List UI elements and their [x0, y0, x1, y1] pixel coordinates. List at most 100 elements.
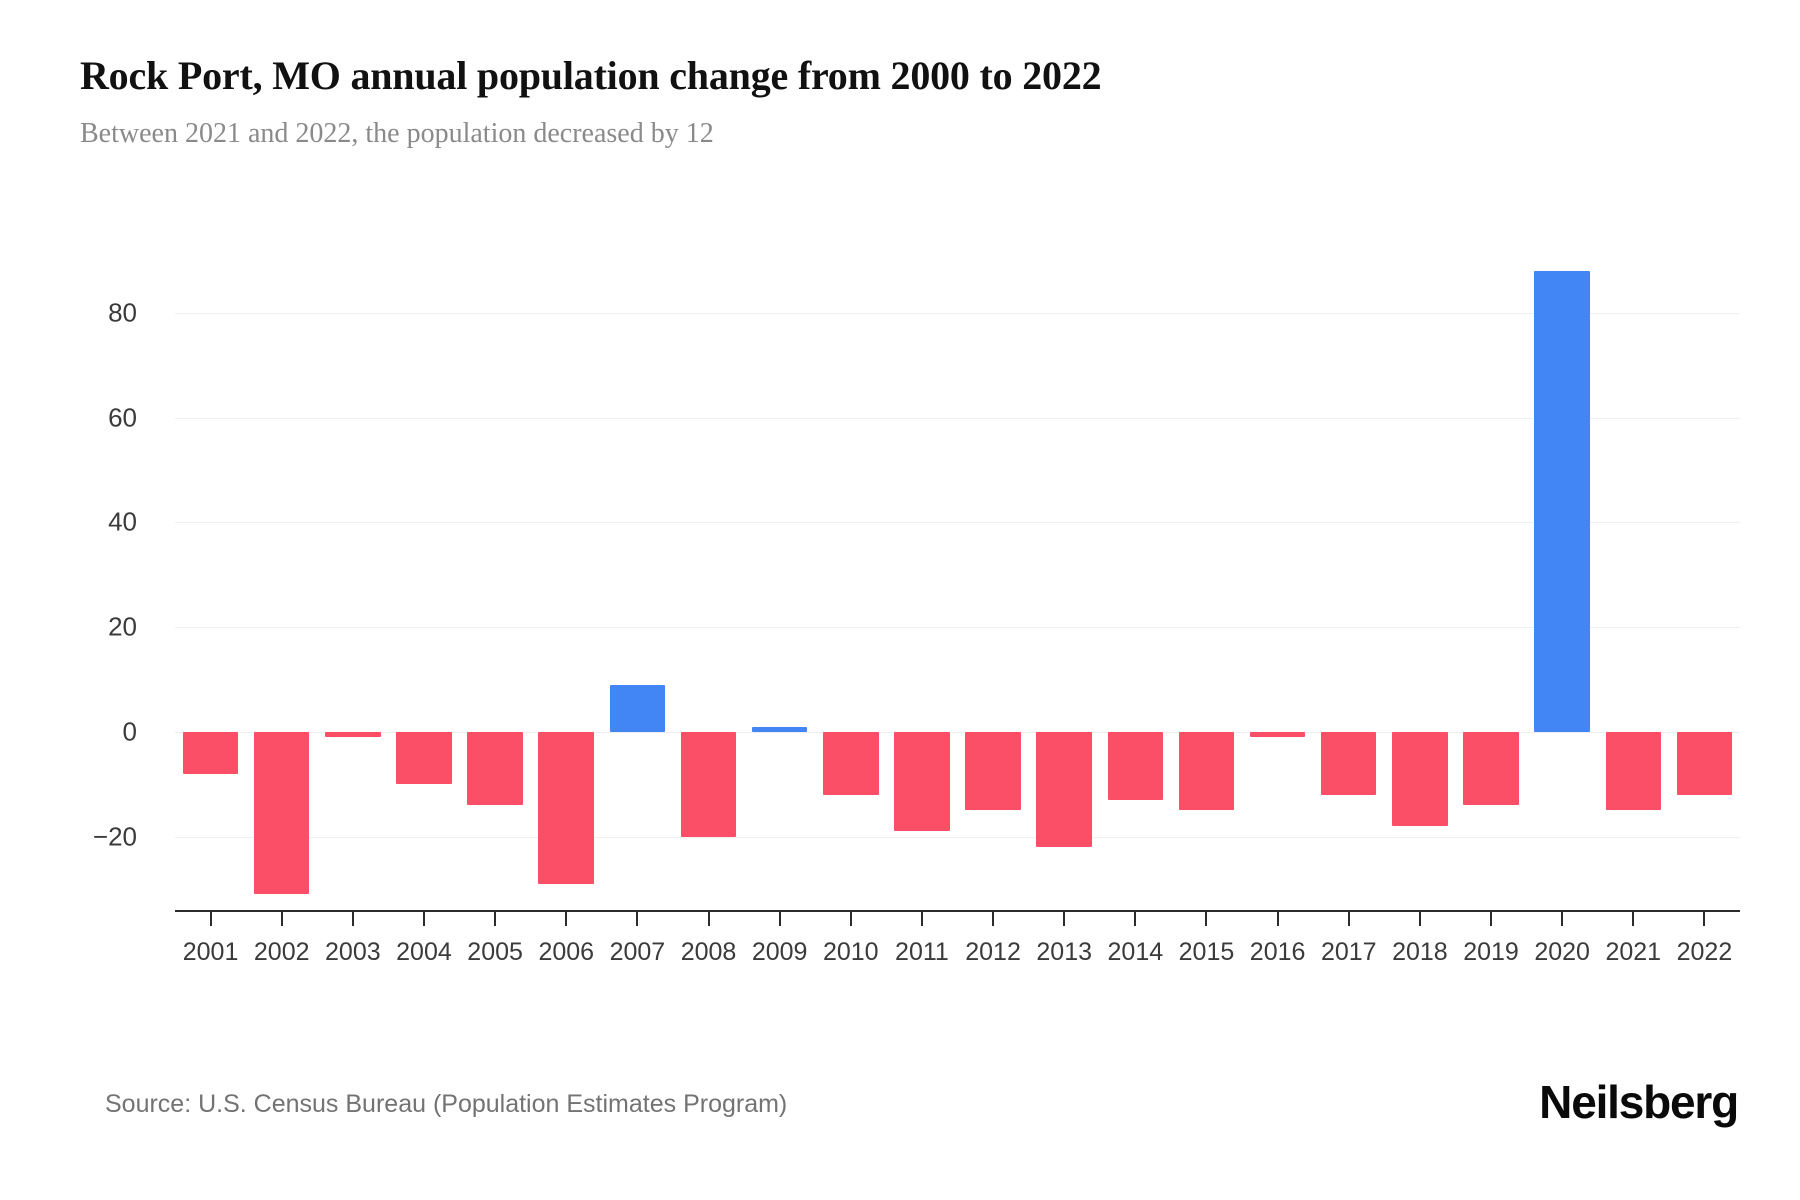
bar[interactable] — [1107, 731, 1164, 800]
bar[interactable] — [823, 731, 879, 795]
bar-slot — [246, 250, 317, 910]
x-axis-tick-label: 2002 — [253, 938, 310, 966]
bar[interactable] — [1534, 270, 1590, 732]
bar[interactable] — [538, 731, 594, 884]
bar-slot — [460, 250, 531, 910]
bar[interactable] — [182, 731, 239, 774]
bar[interactable] — [680, 731, 737, 837]
bar-slot — [1669, 250, 1740, 910]
y-axis-tick-label: 80 — [108, 297, 137, 328]
plot-area — [175, 250, 1740, 910]
x-axis-tick — [1134, 912, 1137, 926]
x-axis-tick — [1347, 912, 1350, 926]
bar[interactable] — [1249, 731, 1306, 738]
bar-slot — [958, 250, 1029, 910]
gridline — [175, 417, 1740, 419]
bar[interactable] — [1178, 731, 1235, 811]
source-note: Source: U.S. Census Bureau (Population E… — [105, 1090, 788, 1118]
x-axis-tick — [849, 912, 852, 926]
bar-slot — [1171, 250, 1242, 910]
bar-slot — [815, 250, 886, 910]
bar[interactable] — [325, 731, 381, 738]
bar[interactable] — [1605, 731, 1661, 811]
bar[interactable] — [1320, 731, 1377, 795]
x-axis-tick-label: 2005 — [467, 938, 523, 966]
x-axis-tick-label: 2012 — [965, 938, 1021, 966]
gridline — [175, 731, 1740, 733]
y-axis-tick-label: 0 — [122, 716, 137, 747]
x-axis-tick — [920, 912, 923, 926]
bar[interactable] — [1676, 731, 1733, 795]
x-axis-tick — [1490, 912, 1493, 926]
x-axis-tick — [1063, 912, 1066, 926]
bar-slot — [1029, 250, 1100, 910]
x-axis-tick-label: 2016 — [1249, 938, 1306, 966]
x-axis-tick-label: 2006 — [538, 938, 595, 966]
x-axis-tick — [209, 912, 212, 926]
y-axis-tick-label: 20 — [108, 611, 137, 642]
x-axis-tick — [778, 912, 781, 926]
bar-slot — [673, 250, 744, 910]
x-axis-tick-label: 2022 — [1676, 938, 1733, 966]
x-axis-tick-label: 2011 — [895, 938, 949, 966]
x-axis-ticks — [175, 912, 1740, 926]
x-axis-tick — [707, 912, 710, 926]
bar[interactable] — [751, 726, 808, 732]
bar[interactable] — [396, 731, 452, 785]
bar-slot — [886, 250, 957, 910]
x-axis-tick-label: 2019 — [1463, 938, 1519, 966]
bar-slot — [602, 250, 673, 910]
x-axis-tick-label: 2014 — [1107, 938, 1164, 966]
bar[interactable] — [609, 684, 666, 732]
bar[interactable] — [965, 731, 1021, 811]
bar-slot — [1598, 250, 1669, 910]
x-axis-tick — [422, 912, 425, 926]
bar-slot — [388, 250, 459, 910]
y-axis-tick-label: 60 — [108, 402, 137, 433]
bar-slot — [1100, 250, 1171, 910]
x-axis-tick — [1561, 912, 1564, 926]
x-axis-tick — [636, 912, 639, 926]
gridline — [175, 522, 1740, 524]
bar[interactable] — [1463, 731, 1519, 806]
x-axis-tick-label: 2015 — [1178, 938, 1235, 966]
x-axis-tick-label: 2017 — [1320, 938, 1377, 966]
x-axis-tick — [280, 912, 283, 926]
chart-subtitle: Between 2021 and 2022, the population de… — [80, 118, 714, 149]
x-axis-tick — [1418, 912, 1421, 926]
x-axis-tick-label: 2008 — [680, 938, 737, 966]
x-axis-tick — [351, 912, 354, 926]
x-axis-tick — [992, 912, 995, 926]
bar-slot — [175, 250, 246, 910]
x-axis-tick-label: 2010 — [822, 938, 879, 966]
bar-slot — [744, 250, 815, 910]
bar[interactable] — [253, 731, 310, 895]
x-axis-tick-label: 2009 — [751, 938, 808, 966]
x-axis-tick — [1703, 912, 1706, 926]
x-axis-tick-label: 2018 — [1392, 938, 1448, 966]
x-axis-tick — [565, 912, 568, 926]
x-axis-tick-label: 2013 — [1036, 938, 1093, 966]
y-axis-labels: −20 0 20 40 60 80 — [0, 250, 155, 910]
bar-series — [175, 250, 1740, 910]
x-axis-labels: 2001 2002 2003 2004 2005 2006 2007 2008 2009 2010… — [175, 938, 1740, 978]
x-axis-tick — [1632, 912, 1635, 926]
bar[interactable] — [894, 731, 950, 832]
gridline — [175, 627, 1740, 629]
x-axis-tick — [494, 912, 497, 926]
gridline — [175, 312, 1740, 314]
gridlines — [175, 250, 1740, 910]
y-axis-tick-label: −20 — [92, 821, 137, 852]
bar[interactable] — [1392, 731, 1448, 827]
x-axis-tick-label: 2001 — [182, 938, 239, 966]
bar-slot — [317, 250, 388, 910]
brand-logo: Neilsberg — [1539, 1076, 1739, 1128]
gridline — [175, 836, 1740, 838]
bar[interactable] — [467, 731, 523, 806]
bar-slot — [531, 250, 602, 910]
x-axis-tick-label: 2021 — [1605, 938, 1662, 966]
bar-slot — [1527, 250, 1598, 910]
bar[interactable] — [1036, 731, 1092, 848]
bar-slot — [1455, 250, 1526, 910]
